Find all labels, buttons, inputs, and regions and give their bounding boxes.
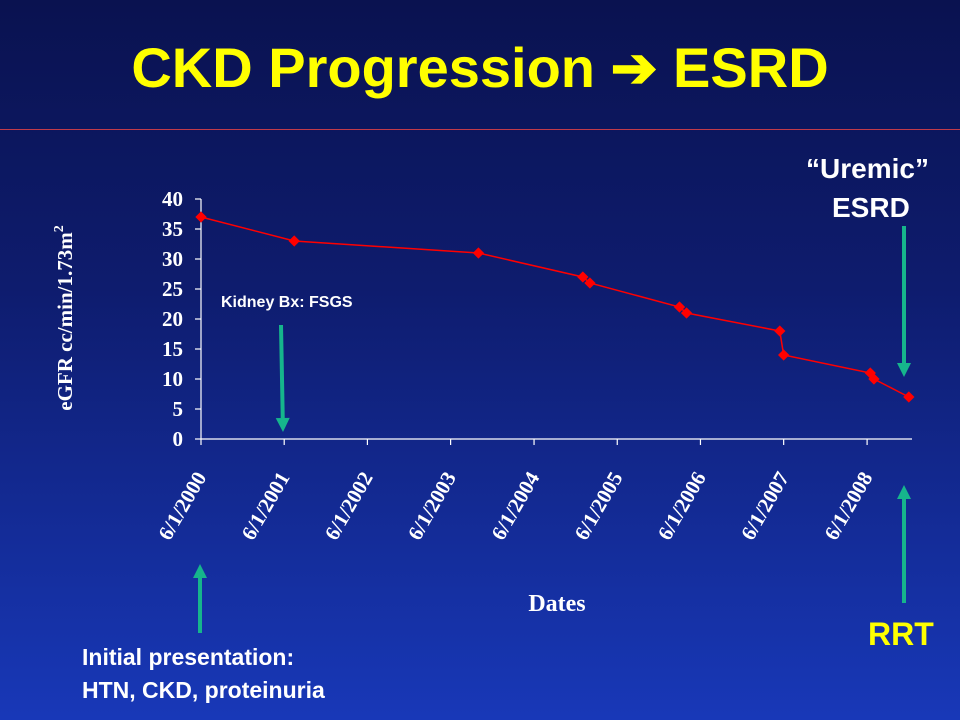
uremic-esrd-arrow (897, 226, 911, 377)
x-tick-label: 6/1/2003 (403, 468, 461, 545)
data-point-marker (584, 277, 596, 289)
y-axis-label-sup: 2 (52, 225, 67, 232)
y-axis-label: eGFR cc/min/1.73m2 (52, 225, 77, 410)
biopsy-arrow (275, 324, 290, 432)
data-point-marker (680, 307, 693, 319)
right-arrow-icon: ➔ (610, 36, 658, 99)
x-tick-label: 6/1/2006 (653, 468, 711, 545)
x-tick-label: 6/1/2000 (153, 468, 211, 545)
data-point-marker (774, 325, 786, 337)
data-point-marker (195, 211, 207, 223)
data-point-marker (673, 301, 686, 313)
rrt-arrow (897, 485, 911, 603)
initial-presentation-line2: HTN, CKD, proteinuria (82, 677, 325, 703)
slide-title: CKD Progression ➔ ESRD (0, 34, 960, 102)
y-tick-label: 25 (162, 277, 183, 301)
data-point-marker (778, 349, 790, 361)
uremic-annotation-line2: ESRD (832, 192, 910, 223)
chart-ticks: 0 5 10 15 20 25 30 35 40 6/1/2000 6/1/2001 6/1/2002… (153, 187, 877, 544)
y-tick-label: 40 (162, 187, 183, 211)
y-tick-label: 0 (173, 427, 184, 451)
y-tick-label: 5 (173, 397, 184, 421)
title-text-end: ESRD (657, 36, 829, 99)
biopsy-annotation: Kidney Bx: FSGS (221, 294, 353, 311)
initial-presentation-line1: Initial presentation: (82, 644, 295, 670)
x-tick-label: 6/1/2004 (486, 467, 544, 544)
arrow-head (275, 417, 290, 432)
rrt-annotation: RRT (868, 616, 934, 652)
data-point-marker (577, 271, 589, 283)
chart-series (195, 211, 915, 403)
y-tick-label: 30 (162, 247, 183, 271)
data-point-marker (288, 235, 300, 247)
title-divider (0, 129, 960, 130)
title-text: CKD Progression (131, 36, 611, 99)
x-tick-label: 6/1/2007 (736, 468, 794, 545)
initial-presentation-arrow (193, 564, 207, 633)
x-tick-label: 6/1/2008 (819, 468, 877, 545)
data-point-marker (472, 247, 485, 259)
arrow-head (193, 564, 207, 578)
x-tick-label: 6/1/2005 (569, 468, 627, 545)
annotation-arrows (193, 226, 911, 633)
arrow-shaft (279, 324, 285, 419)
y-tick-label: 35 (162, 217, 183, 241)
y-axis-label-text: eGFR cc/min/1.73m (53, 232, 77, 411)
uremic-annotation-line1: “Uremic” (806, 153, 929, 184)
y-tick-label: 10 (162, 367, 183, 391)
arrow-head (897, 485, 911, 499)
data-point-marker (903, 391, 915, 403)
data-point-marker (868, 373, 880, 385)
arrow-head (897, 363, 911, 377)
y-tick-label: 15 (162, 337, 183, 361)
x-tick-label: 6/1/2002 (320, 468, 378, 545)
chart-axes (200, 199, 912, 440)
x-tick-label: 6/1/2001 (236, 468, 294, 545)
y-tick-label: 20 (162, 307, 183, 331)
x-axis-label: Dates (528, 591, 585, 617)
